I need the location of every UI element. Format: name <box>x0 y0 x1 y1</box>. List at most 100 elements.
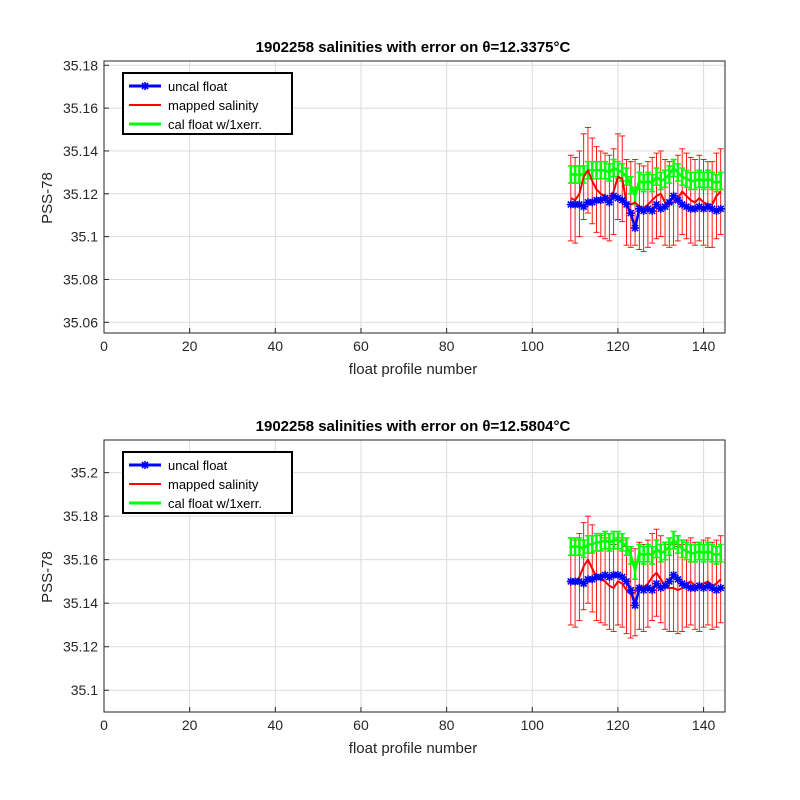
bottom-uncal-float-marker <box>712 586 721 595</box>
bottom-uncal-float-marker <box>695 581 704 590</box>
bottom-uncal-float-marker <box>596 573 605 582</box>
top-y-tick-label: 35.1 <box>71 229 98 245</box>
top-uncal-float-marker <box>579 202 588 211</box>
bottom-uncal-float-marker <box>592 573 601 582</box>
top-legend-label: mapped salinity <box>168 98 259 113</box>
bottom-uncal-float-marker <box>601 570 610 579</box>
bottom-uncal-float-marker <box>613 570 622 579</box>
top-uncal-float-marker <box>643 204 652 213</box>
top-uncal-float-marker <box>695 202 704 211</box>
bottom-uncal-float-marker <box>661 581 670 590</box>
bottom-uncal-float-marker <box>648 586 657 595</box>
bottom-uncal-float-marker <box>575 577 584 586</box>
top-chart-panel: 0 20 40 60 80 100 120 140 35.06 35.08 35.1 35.12 35.… <box>39 39 726 378</box>
bottom-uncal-float-marker <box>686 583 695 592</box>
top-uncal-float-marker <box>699 204 708 213</box>
top-legend: uncal float mapped salinity cal float w/1x… <box>122 72 293 135</box>
top-legend-label: uncal float <box>168 79 228 94</box>
bottom-uncal-float-marker <box>665 577 674 586</box>
bottom-uncal-float-marker <box>716 583 725 592</box>
bottom-legend: uncal float mapped salinity cal float w/1x… <box>122 451 293 514</box>
top-y-tick-label: 35.18 <box>63 57 98 73</box>
bottom-legend-star-icon <box>141 461 149 469</box>
top-x-tick-label: 140 <box>692 338 716 354</box>
bottom-uncal-float-marker <box>682 581 691 590</box>
bottom-x-tick-label: 120 <box>606 717 630 733</box>
top-x-tick-label: 100 <box>521 338 545 354</box>
top-uncal-float-marker <box>583 198 592 207</box>
bottom-uncal-float-marker <box>605 573 614 582</box>
bottom-y-tick-label: 35.12 <box>63 639 98 655</box>
top-x-tick-label: 60 <box>353 338 369 354</box>
bottom-x-tick-label: 100 <box>521 717 545 733</box>
top-x-tick-label: 120 <box>606 338 630 354</box>
bottom-uncal-float-marker <box>618 573 627 582</box>
bottom-chart-x-axis-label: float profile number <box>349 740 477 757</box>
bottom-chart-panel: 0 20 40 60 80 100 120 140 35.1 35.12 35.14 35.16 35.… <box>39 418 726 757</box>
bottom-y-tick-label: 35.18 <box>63 508 98 524</box>
bottom-chart-title: 1902258 salinities with error on θ=12.58… <box>256 418 571 435</box>
bottom-axes-box <box>103 439 726 713</box>
top-y-tick-label: 35.06 <box>63 314 98 330</box>
top-uncal-float-marker <box>592 196 601 205</box>
top-uncal-float-marker <box>673 196 682 205</box>
top-x-tick-label: 40 <box>268 338 284 354</box>
bottom-x-tick-label: 60 <box>353 717 369 733</box>
top-uncal-float-marker <box>626 209 635 218</box>
top-uncal-float-marker <box>712 206 721 215</box>
bottom-x-tick-label: 20 <box>182 717 198 733</box>
top-uncal-float-marker <box>596 196 605 205</box>
top-uncal-float-marker <box>716 204 725 213</box>
top-uncal-float-marker <box>571 200 580 209</box>
top-y-tick-label: 35.12 <box>63 186 98 202</box>
bottom-uncal-float-marker <box>588 575 597 584</box>
bottom-cal-float-line <box>570 538 722 572</box>
bottom-legend-label: uncal float <box>168 458 228 473</box>
bottom-uncal-float-marker <box>566 577 575 586</box>
bottom-uncal-float-marker <box>631 601 640 610</box>
top-uncal-float-marker <box>601 194 610 203</box>
bottom-uncal-float-marker <box>626 586 635 595</box>
top-cal-float-line <box>570 166 722 198</box>
bottom-y-tick-label: 35.2 <box>71 465 98 481</box>
top-uncal-float-marker <box>588 198 597 207</box>
bottom-uncal-float-marker <box>708 583 717 592</box>
top-uncal-float-marker <box>648 206 657 215</box>
top-uncal-float-marker <box>669 191 678 200</box>
top-uncal-float-marker <box>622 200 631 209</box>
bottom-uncal-float-marker <box>571 577 580 586</box>
bottom-legend-label: cal float w/1xerr. <box>168 496 262 511</box>
top-x-tick-label: 0 <box>100 338 108 354</box>
top-uncal-float-marker <box>686 204 695 213</box>
top-uncal-float-marker <box>703 202 712 211</box>
bottom-uncal-float-marker <box>669 570 678 579</box>
bottom-x-tick-label: 80 <box>439 717 455 733</box>
top-uncal-float-marker <box>678 200 687 209</box>
bottom-cal-float-error-bar <box>717 543 724 563</box>
top-uncal-float-marker <box>575 200 584 209</box>
top-uncal-float-marker <box>635 204 644 213</box>
top-y-tick-label: 35.08 <box>63 271 98 287</box>
bottom-uncal-float-marker <box>635 583 644 592</box>
bottom-uncal-float-marker <box>639 586 648 595</box>
bottom-uncal-float-marker <box>656 583 665 592</box>
bottom-legend-label: mapped salinity <box>168 477 259 492</box>
top-uncal-float-marker <box>609 191 618 200</box>
top-y-tick-label: 35.16 <box>63 100 98 116</box>
bottom-uncal-float-marker <box>609 570 618 579</box>
bottom-chart-y-axis-label: PSS-78 <box>39 551 56 603</box>
top-uncal-float-marker <box>656 204 665 213</box>
top-uncal-float-marker <box>618 196 627 205</box>
top-uncal-float-marker <box>613 194 622 203</box>
top-x-tick-label: 20 <box>182 338 198 354</box>
bottom-x-tick-label: 140 <box>692 717 716 733</box>
top-x-tick-label: 80 <box>439 338 455 354</box>
top-chart-x-axis-label: float profile number <box>349 361 477 378</box>
bottom-uncal-float-marker <box>583 575 592 584</box>
top-uncal-float-marker <box>665 198 674 207</box>
bottom-x-tick-label: 0 <box>100 717 108 733</box>
bottom-y-tick-label: 35.14 <box>63 595 98 611</box>
top-chart-y-axis-label: PSS-78 <box>39 172 56 224</box>
top-axes-box <box>103 60 726 334</box>
